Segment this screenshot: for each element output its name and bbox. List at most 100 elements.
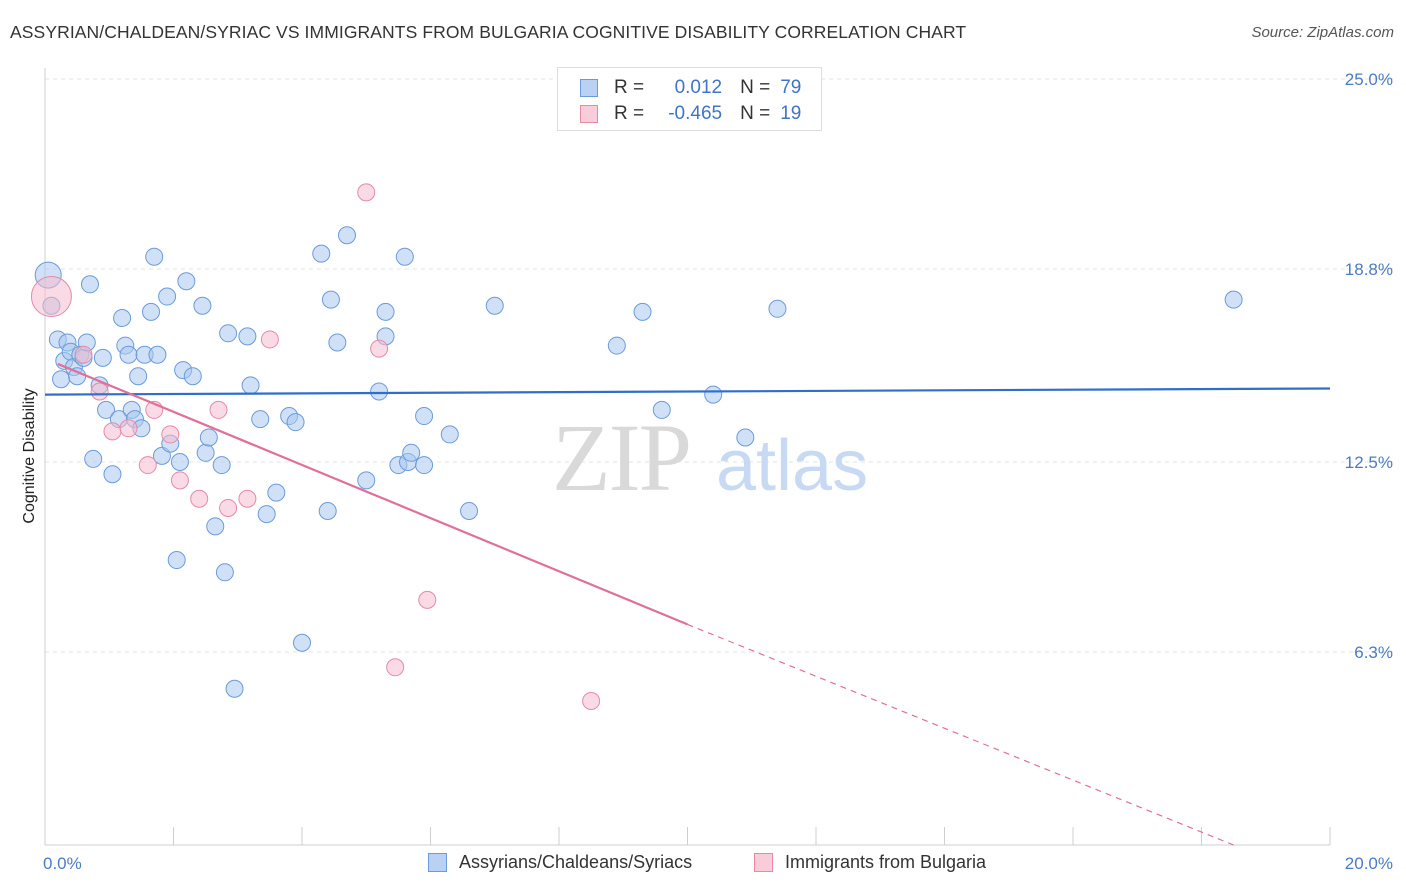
point-assyrians [148, 345, 167, 364]
stats-legend: R = 0.012 N = 79 R = -0.465 N = 19 [557, 67, 822, 131]
y-tick-label-0: 6.3% [1354, 643, 1393, 662]
point-assyrians [167, 551, 186, 570]
point-assyrians [370, 382, 389, 401]
point-assyrians [225, 679, 244, 698]
point-assyrians [485, 296, 504, 315]
bottom-legend-swatch-pink [754, 853, 773, 872]
point-assyrians [328, 333, 347, 352]
x-tick-label-0: 0.0% [43, 854, 82, 873]
point-bulgaria [30, 276, 72, 318]
point-assyrians [415, 456, 434, 475]
legend-row-assyrians: R = 0.012 N = 79 [580, 76, 801, 100]
source-credit: Source: ZipAtlas.com [1251, 24, 1394, 41]
point-assyrians [177, 272, 196, 291]
point-assyrians [633, 302, 652, 321]
point-assyrians [215, 563, 234, 582]
point-assyrians [183, 367, 202, 386]
bottom-legend-bulgaria: Immigrants from Bulgaria [754, 852, 986, 873]
point-assyrians [460, 502, 479, 521]
point-assyrians [119, 345, 138, 364]
point-bulgaria [260, 330, 279, 349]
bottom-legend-swatch-blue [428, 853, 447, 872]
legend-n-value: 79 [780, 77, 802, 98]
point-assyrians [241, 376, 260, 395]
point-assyrians [251, 410, 270, 429]
point-assyrians [219, 324, 238, 343]
point-bulgaria [90, 382, 109, 401]
point-assyrians [376, 302, 395, 321]
point-assyrians [113, 308, 132, 327]
point-assyrians [768, 299, 787, 318]
legend-r-value: 0.012 [674, 77, 723, 98]
point-assyrians [97, 400, 116, 419]
point-bulgaria [161, 425, 180, 444]
point-assyrians [52, 370, 71, 389]
point-bulgaria [370, 339, 389, 358]
point-assyrians [158, 287, 177, 306]
data-points [30, 183, 1243, 710]
point-assyrians [652, 400, 671, 419]
point-assyrians [704, 385, 723, 404]
point-assyrians [196, 443, 215, 462]
point-assyrians [286, 413, 305, 432]
legend-r-label: R = [614, 103, 645, 124]
point-assyrians [395, 247, 414, 266]
point-assyrians [84, 449, 103, 468]
watermark-zip: ZIP [552, 404, 690, 511]
trend-line-bulgaria-extension [687, 623, 1234, 846]
point-assyrians [607, 336, 626, 355]
point-assyrians [257, 505, 276, 524]
bottom-legend-label: Immigrants from Bulgaria [785, 852, 987, 872]
y-tick-label-2: 18.8% [1345, 260, 1393, 279]
trend-line-bulgaria [57, 362, 688, 626]
legend-swatch-pink [580, 105, 598, 123]
point-assyrians [93, 348, 112, 367]
point-assyrians [206, 517, 225, 536]
point-assyrians [170, 453, 189, 471]
legend-swatch-blue [580, 79, 598, 97]
tick-labels: 6.3% 12.5% 18.8% 25.0% 0.0% 20.0% [43, 70, 1393, 873]
x-tick-label-1: 20.0% [1345, 854, 1393, 873]
point-bulgaria [119, 419, 138, 438]
point-bulgaria [418, 590, 437, 609]
point-assyrians [321, 290, 340, 309]
axes [44, 68, 1331, 846]
trend-line-assyrians [44, 387, 1331, 396]
point-bulgaria [386, 658, 405, 677]
trend-lines [44, 362, 1331, 846]
point-assyrians [267, 483, 286, 502]
point-assyrians [145, 247, 164, 266]
grid-lines [45, 78, 1394, 653]
point-assyrians [212, 456, 231, 475]
point-assyrians [238, 327, 257, 346]
y-axis-label: Cognitive Disability [21, 388, 38, 523]
legend-n-value: 19 [780, 103, 802, 124]
point-assyrians [199, 428, 218, 447]
y-tick-label-1: 12.5% [1345, 453, 1393, 472]
point-assyrians [103, 465, 122, 484]
point-bulgaria [138, 456, 157, 475]
point-assyrians [736, 428, 755, 447]
bottom-legend-assyrians: Assyrians/Chaldeans/Syriacs [428, 852, 692, 873]
point-assyrians [80, 275, 99, 294]
y-tick-label-3: 25.0% [1345, 70, 1393, 89]
point-bulgaria [357, 183, 376, 202]
point-bulgaria [219, 498, 238, 517]
legend-r-label: R = [614, 77, 645, 98]
point-assyrians [1224, 290, 1243, 309]
point-bulgaria [582, 691, 601, 710]
point-assyrians [129, 367, 148, 386]
point-assyrians [357, 471, 376, 490]
point-assyrians [337, 226, 356, 245]
legend-row-bulgaria: R = -0.465 N = 19 [580, 102, 801, 126]
point-assyrians [415, 407, 434, 426]
point-bulgaria [170, 471, 189, 490]
point-bulgaria [238, 489, 257, 508]
legend-r-value: -0.465 [668, 103, 723, 124]
point-assyrians [440, 425, 459, 444]
watermark: ZIP atlas [552, 404, 868, 511]
point-bulgaria [209, 400, 228, 419]
point-assyrians [312, 244, 331, 263]
legend-n-label: N = [740, 103, 771, 124]
